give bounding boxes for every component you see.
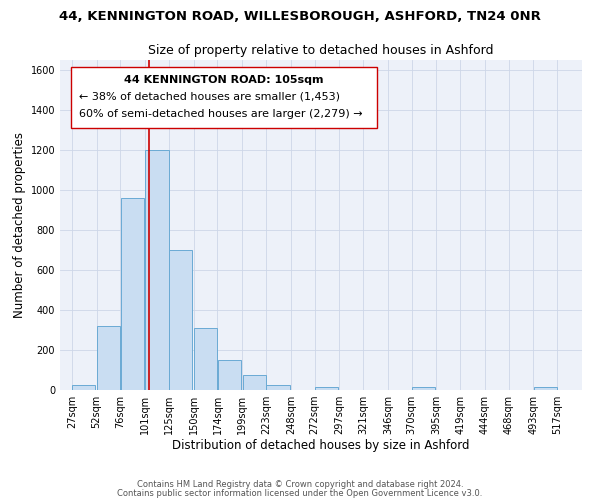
Bar (97, 326, 120, 390)
Bar (121, 198, 144, 390)
Y-axis label: Number of detached properties: Number of detached properties (13, 132, 26, 318)
Bar (242, 375, 266, 390)
FancyBboxPatch shape (71, 66, 377, 128)
Bar (194, 328, 217, 390)
Bar (534, 387, 557, 390)
Bar (72, 385, 95, 390)
Bar (266, 385, 290, 390)
Text: 44 KENNINGTON ROAD: 105sqm: 44 KENNINGTON ROAD: 105sqm (124, 75, 324, 85)
Text: Contains HM Land Registry data © Crown copyright and database right 2024.: Contains HM Land Registry data © Crown c… (137, 480, 463, 489)
Bar (218, 360, 241, 390)
Text: 60% of semi-detached houses are larger (2,279) →: 60% of semi-detached houses are larger (… (79, 109, 363, 119)
Text: Contains public sector information licensed under the Open Government Licence v3: Contains public sector information licen… (118, 488, 482, 498)
Bar (145, 150, 169, 390)
Title: Size of property relative to detached houses in Ashford: Size of property relative to detached ho… (148, 44, 494, 58)
Bar (169, 250, 193, 390)
X-axis label: Distribution of detached houses by size in Ashford: Distribution of detached houses by size … (172, 438, 470, 452)
Text: 44, KENNINGTON ROAD, WILLESBOROUGH, ASHFORD, TN24 0NR: 44, KENNINGTON ROAD, WILLESBOROUGH, ASHF… (59, 10, 541, 23)
Text: ← 38% of detached houses are smaller (1,453): ← 38% of detached houses are smaller (1,… (79, 92, 340, 102)
Bar (412, 387, 435, 390)
Bar (315, 387, 338, 390)
